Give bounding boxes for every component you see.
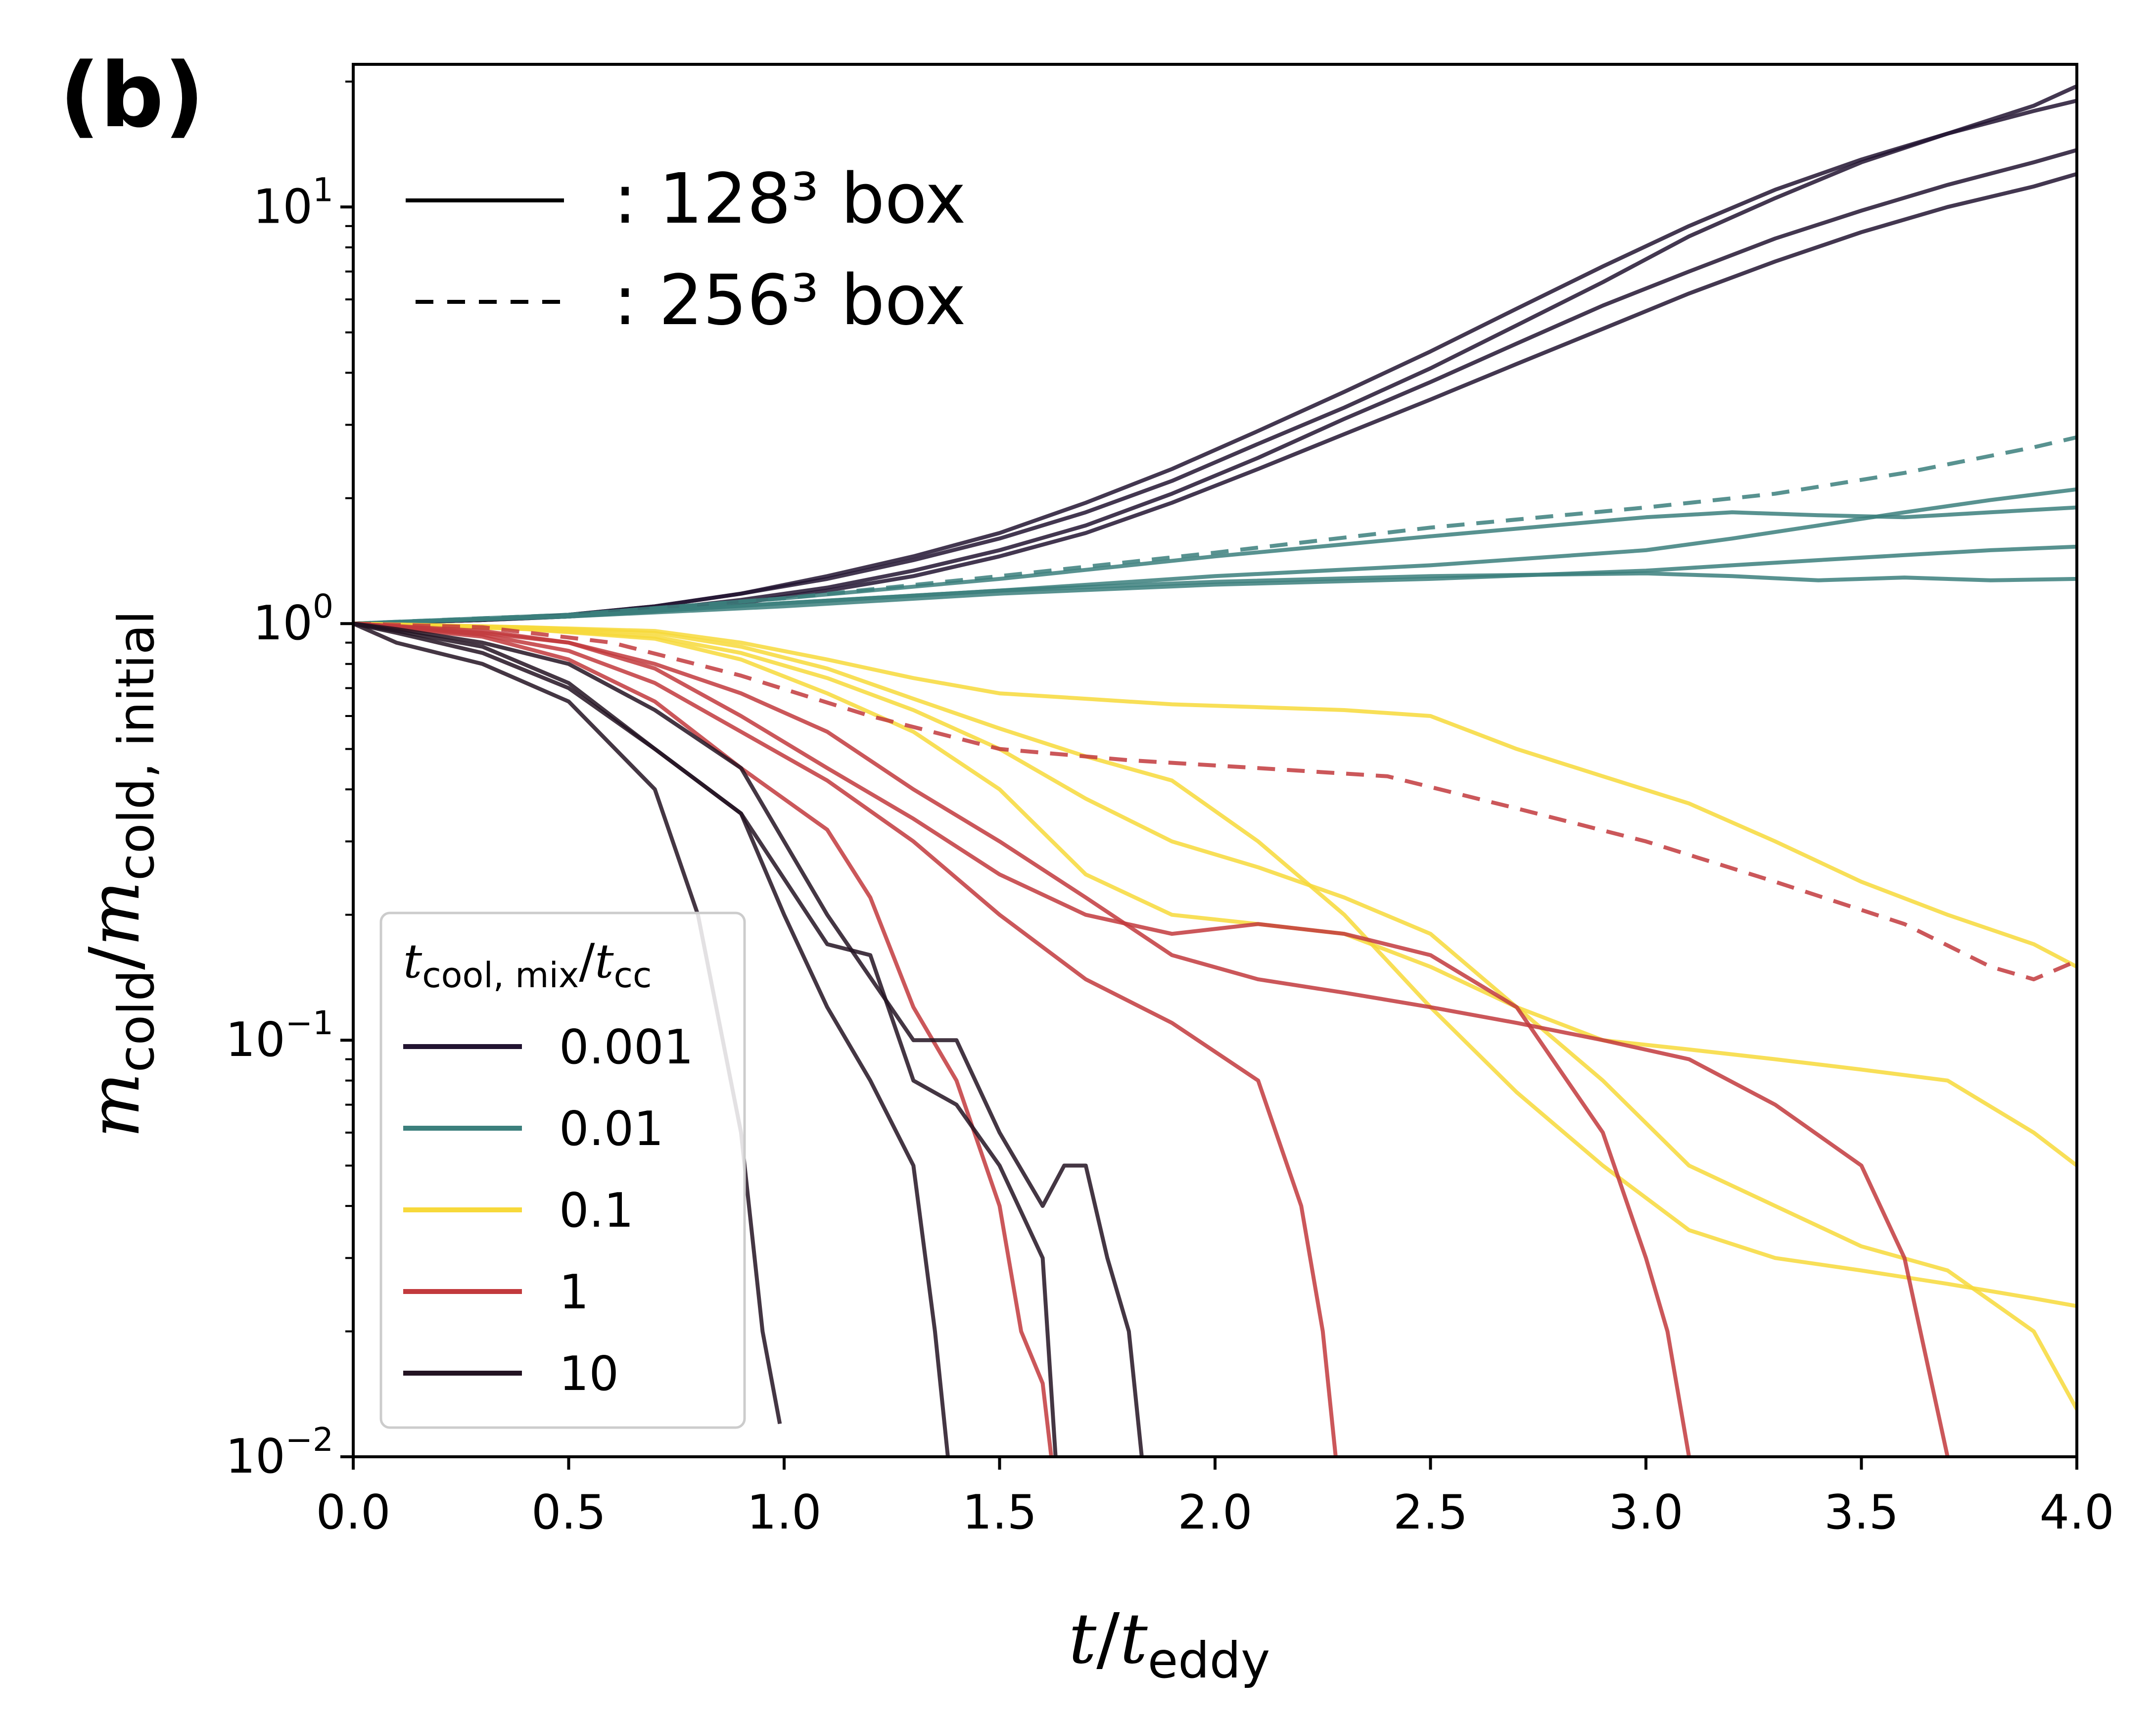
x-tick-label: 1.5	[962, 1485, 1037, 1540]
legend-label-0_01: 0.01	[559, 1102, 664, 1156]
legend-box	[379, 911, 746, 1429]
series-line-0_01-dashed-8	[353, 435, 2077, 626]
x-tick-label: 0.5	[531, 1485, 606, 1540]
series-line-10-21	[353, 622, 1058, 1457]
series-line-0_01-7	[353, 571, 2077, 626]
legend-title: tcool, mix/tcc	[403, 934, 652, 996]
x-tick-label: 2.5	[1393, 1485, 1468, 1540]
legend-label-0_001: 0.001	[559, 1020, 694, 1075]
linestyle-legend-solid-label: : 128³ box	[613, 159, 966, 239]
x-axis-ticks: 0.0 0.5 1.0 1.5 2.0 2.5 3.0 3.5 4.0	[316, 1457, 2114, 1540]
x-tick-label: 3.5	[1824, 1485, 1899, 1540]
series-line-1-14	[353, 622, 1338, 1457]
y-tick-label: 10−2	[226, 1421, 333, 1484]
series-line-1-16	[353, 622, 1053, 1457]
linestyle-legend-dashed-label: : 256³ box	[613, 260, 966, 341]
legend-label-0_1: 0.1	[559, 1184, 634, 1238]
y-axis-label: mcold/mcold, initial	[75, 611, 165, 1138]
series-line-0_1-12	[353, 622, 2077, 1411]
x-tick-label: 2.0	[1177, 1485, 1252, 1540]
svg-text:mcold/mcold, initial: mcold/mcold, initial	[75, 611, 165, 1138]
legend-label-1: 1	[559, 1265, 589, 1320]
y-tick-label: 101	[253, 171, 333, 234]
x-tick-label: 3.0	[1608, 1485, 1683, 1540]
series-line-10-20	[353, 622, 1144, 1457]
series-line-10-18	[353, 622, 782, 1425]
series-line-1-15	[353, 622, 1691, 1457]
series-line-0_001-1	[353, 84, 2077, 626]
panel-label: (b)	[59, 44, 204, 147]
legend-label-10: 10	[559, 1347, 619, 1401]
x-tick-label: 0.0	[316, 1485, 390, 1540]
series-line-1-dashed-17	[353, 622, 2077, 982]
series-line-1-13	[353, 622, 1950, 1457]
x-axis-label: t/teddy	[1069, 1599, 1270, 1689]
series-line-0_1-9	[353, 622, 2077, 1308]
y-tick-label: 100	[253, 587, 333, 651]
series-line-10-19	[353, 622, 950, 1457]
y-axis-ticks: 10−2 10−1 100 101	[226, 80, 353, 1484]
linestyle-legend: : 128³ box : 256³ box	[406, 159, 966, 341]
svg-text:t/teddy: t/teddy	[1069, 1599, 1270, 1689]
series-line-0_1-11	[353, 622, 2077, 969]
data-series-layer	[353, 84, 2077, 1457]
x-tick-label: 4.0	[2039, 1485, 2114, 1540]
color-legend: tcool, mix/tcc 0.001 0.01 0.1 1 10	[379, 911, 746, 1429]
y-tick-label: 10−1	[226, 1004, 333, 1067]
svg-text:tcool, mix/tcc: tcool, mix/tcc	[403, 934, 652, 996]
x-tick-label: 1.0	[747, 1485, 821, 1540]
